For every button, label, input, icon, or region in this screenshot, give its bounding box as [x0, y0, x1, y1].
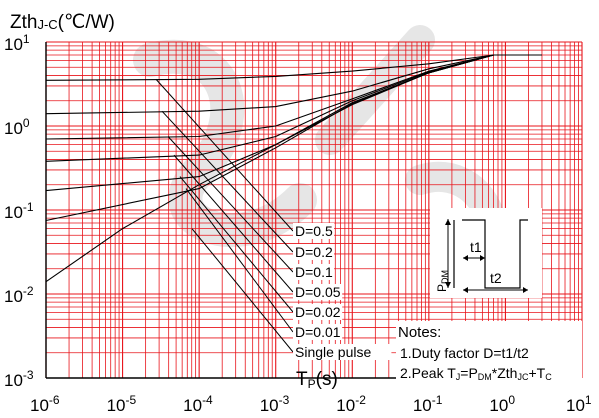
- x-tick-label: 10-4: [183, 393, 213, 415]
- duty-label: D=0.5: [295, 223, 333, 239]
- y-tick-label: 100: [4, 116, 30, 138]
- label-leaders: [155, 78, 294, 353]
- notes-line-2: 2.Peak TJ=PDM*ZthJC+TC: [400, 365, 552, 382]
- leader-line: [191, 228, 294, 353]
- duty-label-background: [293, 264, 334, 280]
- x-tick-label: 10-3: [260, 393, 290, 415]
- duty-label: D=0.01: [295, 324, 341, 340]
- leader-line: [155, 78, 294, 232]
- series-curves: [45, 54, 542, 283]
- duty-label-background: [293, 324, 343, 340]
- series-line: [45, 54, 542, 283]
- y-tick-label: 10-3: [4, 368, 34, 390]
- x-tick-label: 10-2: [336, 393, 366, 415]
- y-tick-label: 10-1: [4, 200, 34, 222]
- notes-background: [396, 321, 582, 385]
- duty-label-background: [293, 344, 392, 360]
- notes-box: Notes: 1.Duty factor D=t1/t2 2.Peak TJ=P…: [396, 321, 582, 385]
- duty-label: D=0.02: [295, 304, 341, 320]
- duty-label-background: [293, 244, 334, 260]
- duty-label: D=0.2: [295, 244, 333, 260]
- x-tick-label: 10-1: [413, 393, 443, 415]
- notes-line-1: 1.Duty factor D=t1/t2: [400, 345, 529, 361]
- x-axis-title-text: TP(s): [296, 369, 338, 391]
- t2-label: t2: [490, 270, 502, 286]
- x-tick-labels: 10-6 10-5 10-4 10-3 10-2 10-1 100 101: [30, 393, 592, 415]
- leader-line: [179, 176, 294, 313]
- duty-label: Single pulse: [295, 344, 371, 360]
- duty-label-background: [293, 223, 334, 239]
- t1-label: t1: [470, 239, 482, 255]
- y-tick-label: 10-2: [4, 284, 34, 306]
- pulse-inset: PDM t1 t2: [430, 208, 542, 298]
- x-tick-label: 100: [489, 393, 515, 415]
- leader-line: [173, 154, 294, 293]
- series-line: [45, 54, 542, 115]
- y-tick-label: 101: [4, 32, 30, 54]
- series-line: [45, 54, 542, 162]
- y-axis-title-text: ZthJ-C(℃/W): [10, 12, 115, 33]
- duty-label-background: [293, 284, 343, 300]
- leader-line: [167, 136, 294, 273]
- duty-label: D=0.1: [295, 264, 333, 280]
- pdm-label: PDM: [435, 270, 450, 292]
- duty-label-background: [293, 304, 343, 320]
- leader-line: [185, 188, 294, 333]
- x-tick-label: 10-6: [30, 393, 60, 415]
- y-tick-labels: 101 100 10-1 10-2 10-3: [4, 32, 34, 390]
- duty-cycle-labels: D=0.5 D=0.2 D=0.1 D=0.05 D=0.02 D=0.01 Single …: [293, 223, 392, 360]
- leader-line: [161, 110, 294, 253]
- x-tick-label: 10-5: [107, 393, 137, 415]
- notes-title: Notes:: [398, 324, 441, 341]
- y-axis-title: ZthJ-C(℃/W): [10, 12, 115, 33]
- grid: [45, 41, 583, 379]
- pulse-waveform: [453, 219, 528, 289]
- x-tick-label: 101: [566, 393, 592, 415]
- x-axis-title: TP(s): [296, 369, 338, 391]
- duty-label: D=0.05: [295, 284, 341, 300]
